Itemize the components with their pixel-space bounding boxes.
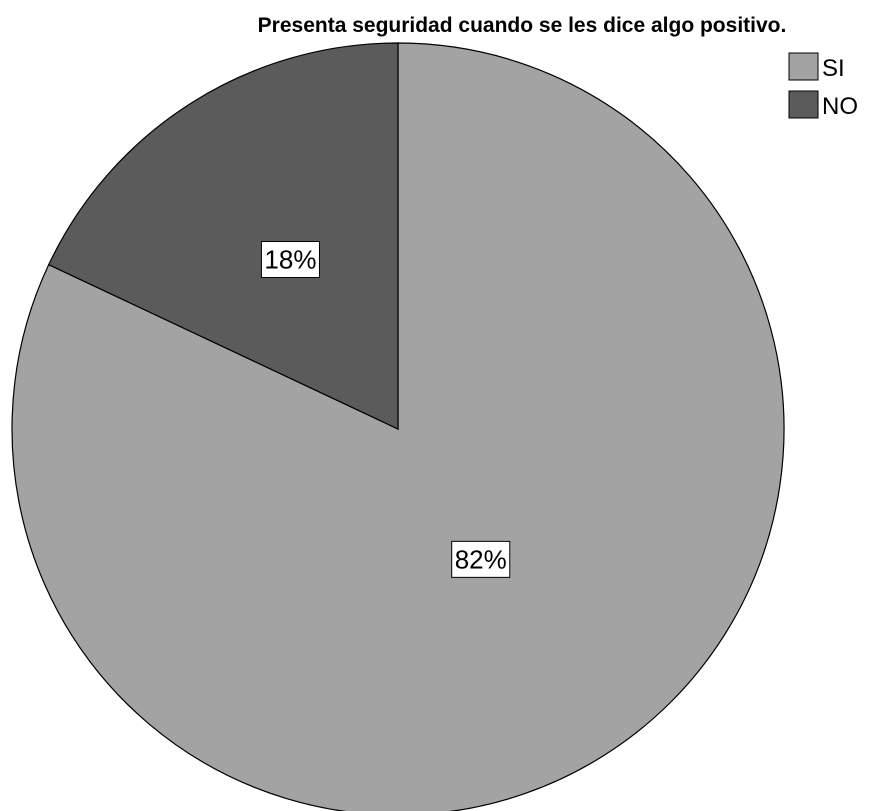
data-label-text-si: 82% xyxy=(455,544,507,574)
legend-label-no: NO xyxy=(822,93,858,120)
pie-slices xyxy=(11,42,785,811)
chart-title: Presenta seguridad cuando se les dice al… xyxy=(258,14,787,37)
slice-labels: 82% 18% xyxy=(260,241,511,578)
pie-slice-no xyxy=(47,42,399,430)
legend-label-si: SI xyxy=(822,55,845,82)
data-label-box-si xyxy=(451,540,511,578)
legend-swatch-no xyxy=(788,90,819,119)
data-label-si: 82% xyxy=(451,540,511,578)
data-label-no: 18% xyxy=(260,241,320,279)
data-label-text-no: 18% xyxy=(264,245,316,275)
legend-swatch-si xyxy=(788,52,819,81)
data-label-box-no xyxy=(260,241,320,279)
legend: SI NO xyxy=(788,52,858,120)
